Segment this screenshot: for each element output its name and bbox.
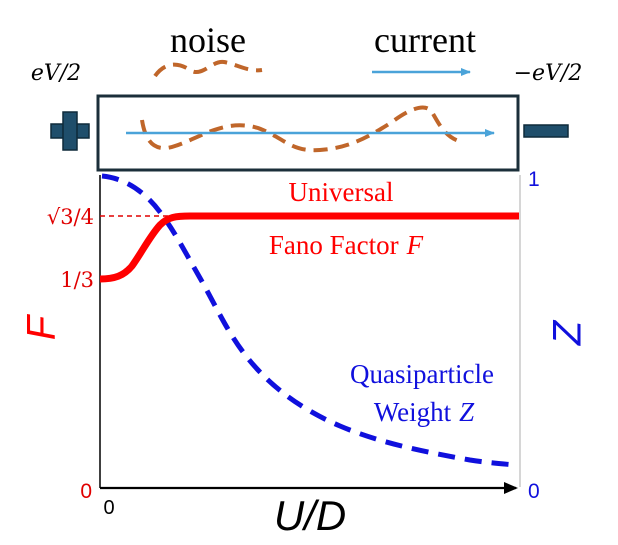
- qp-annotation-line2: Weight Z: [374, 397, 475, 427]
- left-axis-label: F: [20, 313, 64, 340]
- qp-annotation-text: Weight: [374, 397, 452, 427]
- right-tick-zero: 0: [528, 480, 540, 503]
- qp-annotation-line1: Quasiparticle: [350, 359, 494, 389]
- fano-factor-curve: [99, 212, 519, 283]
- fano-annotation-text: Fano Factor: [269, 230, 399, 260]
- left-voltage-label: eV/2: [31, 61, 81, 86]
- noise-label: noise: [170, 20, 246, 60]
- x-axis-label: U/D: [274, 492, 346, 539]
- minus-terminal-icon: [523, 124, 569, 138]
- plus-terminal-icon: [50, 111, 90, 151]
- x-tick-zero: 0: [103, 497, 114, 519]
- qp-annotation-symbol: Z: [459, 397, 475, 427]
- fano-annotation-line2: Fano Factor F: [269, 230, 424, 260]
- fano-annotation-line1: Universal: [289, 177, 394, 207]
- left-tick-one-third: 1/3: [60, 268, 94, 292]
- quasiparticle-weight-curve: [101, 173, 516, 468]
- right-tick-one: 1: [528, 168, 540, 191]
- current-label: current: [374, 20, 476, 60]
- noise-legend-wave: [153, 59, 263, 78]
- left-tick-sqrt3-over-4: √3/4: [47, 205, 94, 229]
- right-axis-label: Z: [546, 319, 590, 346]
- noise-wave-in-conductor: [140, 105, 463, 153]
- fano-annotation-symbol: F: [406, 230, 424, 260]
- right-voltage-label: −eV/2: [514, 61, 583, 86]
- left-tick-zero: 0: [80, 480, 92, 503]
